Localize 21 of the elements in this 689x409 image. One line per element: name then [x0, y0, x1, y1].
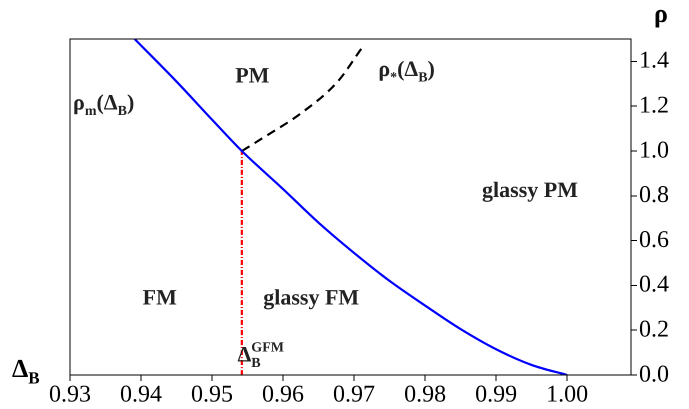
x-tick-label: 0.96	[262, 382, 304, 408]
x-tick-label: 0.93	[49, 382, 91, 408]
annotation: glassy PM	[482, 176, 578, 202]
y-tick-label: 1.4	[639, 48, 669, 74]
x-tick-label: 0.97	[333, 382, 376, 408]
x-tick-label: 0.94	[120, 382, 162, 408]
y-tick-label: 0.0	[639, 361, 669, 388]
annotation: glassy FM	[263, 284, 360, 310]
y-tick-label: 1.2	[639, 92, 669, 118]
x-tick-label: 1.00	[546, 382, 588, 408]
annotation: FM	[142, 284, 178, 310]
y-axis-title: ρ	[654, 0, 668, 28]
y-tick-label: 1.0	[639, 137, 669, 164]
x-tick-label: 0.95	[191, 382, 234, 408]
y-tick-label: 0.4	[639, 272, 669, 298]
y-tick-label: 0.8	[639, 182, 669, 208]
annotation: PM	[235, 62, 270, 88]
x-tick-label: 0.99	[475, 382, 518, 408]
x-tick-label: 0.98	[404, 382, 446, 408]
y-tick-label: 0.6	[639, 226, 669, 253]
y-tick-label: 0.2	[639, 316, 669, 342]
